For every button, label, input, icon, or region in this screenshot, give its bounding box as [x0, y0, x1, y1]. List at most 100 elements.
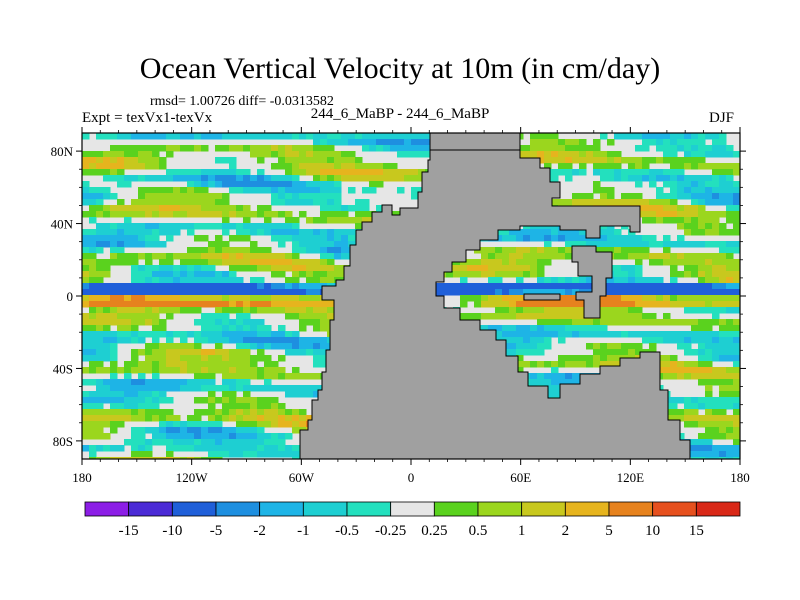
field-cell [579, 235, 587, 242]
field-cell [131, 289, 139, 296]
field-cell [82, 151, 90, 158]
field-cell [719, 283, 727, 290]
field-cell [110, 145, 118, 152]
field-cell [201, 301, 209, 308]
field-cell [516, 283, 524, 290]
field-cell [684, 319, 692, 326]
field-cell [131, 385, 139, 392]
field-cell [103, 169, 111, 176]
field-cell [187, 343, 195, 350]
field-cell [355, 163, 363, 170]
field-cell [222, 331, 230, 338]
field-cell [145, 367, 153, 374]
field-cell [250, 253, 258, 260]
field-cell [320, 187, 328, 194]
field-cell [131, 151, 139, 158]
field-cell [187, 193, 195, 200]
field-cell [152, 151, 160, 158]
field-cell [299, 229, 307, 236]
map-plot-area [82, 133, 740, 459]
field-cell [677, 253, 685, 260]
field-cell [705, 265, 713, 272]
field-cell [166, 211, 174, 218]
field-cell [117, 445, 125, 452]
field-cell [152, 175, 160, 182]
field-cell [628, 313, 636, 320]
field-cell [698, 283, 706, 290]
field-cell [271, 163, 279, 170]
field-cell [215, 385, 223, 392]
field-cell [145, 175, 153, 182]
field-cell [131, 223, 139, 230]
field-cell [215, 169, 223, 176]
field-cell [425, 151, 433, 158]
field-cell [334, 211, 342, 218]
colorbar-level-label: 0.5 [469, 523, 488, 539]
field-cell [110, 457, 118, 459]
field-cell [257, 247, 265, 254]
field-cell [208, 205, 216, 212]
field-cell [635, 283, 643, 290]
field-cell [558, 379, 566, 386]
field-cell [544, 241, 552, 248]
field-cell [544, 139, 552, 146]
field-cell [110, 235, 118, 242]
field-cell [187, 229, 195, 236]
field-cell [327, 241, 335, 248]
field-cell [656, 289, 664, 296]
field-cell [614, 163, 622, 170]
field-cell [110, 415, 118, 422]
field-cell [89, 301, 97, 308]
field-cell [96, 157, 104, 164]
field-cell [173, 271, 181, 278]
field-cell [306, 337, 314, 344]
field-cell [523, 307, 531, 314]
field-cell [670, 205, 678, 212]
field-cell [663, 373, 671, 380]
field-cell [306, 247, 314, 254]
field-cell [124, 415, 132, 422]
field-cell [103, 271, 111, 278]
field-cell [670, 319, 678, 326]
field-cell [82, 301, 90, 308]
field-cell [705, 361, 713, 368]
field-cell [285, 331, 293, 338]
field-cell [362, 175, 370, 182]
field-cell [250, 421, 258, 428]
field-cell [642, 283, 650, 290]
field-cell [698, 253, 706, 260]
field-cell [138, 373, 146, 380]
field-cell [726, 247, 734, 254]
field-cell [299, 163, 307, 170]
field-cell [166, 379, 174, 386]
field-cell [677, 211, 685, 218]
field-cell [271, 271, 279, 278]
field-cell [614, 247, 622, 254]
field-cell [726, 379, 734, 386]
field-cell [243, 337, 251, 344]
field-cell [96, 313, 104, 320]
field-cell [551, 229, 559, 236]
field-cell [103, 319, 111, 326]
field-cell [173, 277, 181, 284]
field-cell [103, 223, 111, 230]
field-cell [173, 229, 181, 236]
field-cell [320, 139, 328, 146]
field-cell [663, 175, 671, 182]
field-cell [152, 409, 160, 416]
field-cell [705, 373, 713, 380]
field-cell [215, 295, 223, 302]
field-cell [215, 247, 223, 254]
field-cell [138, 361, 146, 368]
field-cell [271, 445, 279, 452]
field-cell [124, 289, 132, 296]
field-cell [152, 283, 160, 290]
field-cell [558, 337, 566, 344]
field-cell [383, 133, 391, 140]
field-cell [488, 295, 496, 302]
field-cell [236, 205, 244, 212]
field-cell [726, 265, 734, 272]
field-cell [201, 175, 209, 182]
field-cell [530, 283, 538, 290]
field-cell [194, 331, 202, 338]
